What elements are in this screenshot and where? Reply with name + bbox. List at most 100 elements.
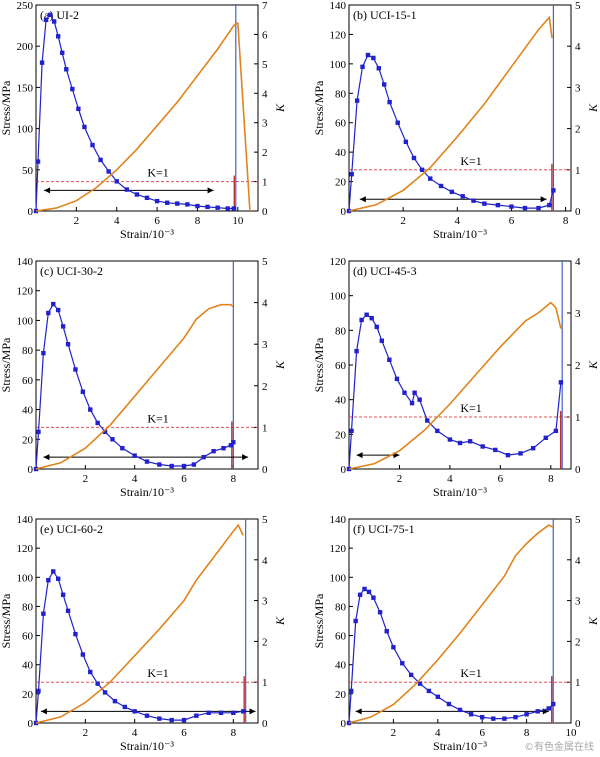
chart-panel-a: 0 50 100 150 200 250 0 1 2 3 4 5 6 7 2 4 6 8 10 Strain/10⁻³… xyxy=(0,0,287,241)
stress-point xyxy=(95,420,100,426)
stress-point xyxy=(144,459,150,464)
arrow-head-left xyxy=(43,454,50,461)
stress-point xyxy=(360,64,365,69)
y-tick-label: 140 xyxy=(330,514,347,526)
stress-point xyxy=(547,202,552,208)
plot-frame xyxy=(35,518,259,724)
y2-tick-label: 5 xyxy=(262,59,268,71)
x-tick-label: 8 xyxy=(231,473,237,485)
stress-point xyxy=(215,205,220,210)
stress-point xyxy=(362,586,367,592)
stress-point xyxy=(35,159,41,164)
y2-tick-label: 5 xyxy=(575,0,581,12)
y2-axis-label: K xyxy=(586,103,600,113)
y-tick-label: 60 xyxy=(22,375,34,387)
x-tick-label: 8 xyxy=(563,215,569,227)
stress-point xyxy=(495,202,501,208)
y-tick-label: 120 xyxy=(17,543,34,555)
stress-point xyxy=(134,192,140,197)
stress-curve xyxy=(35,13,234,212)
x-tick-label: 4 xyxy=(132,473,138,485)
y2-tick-label: 2 xyxy=(575,636,581,648)
y2-tick-label: 3 xyxy=(575,308,581,320)
x-tick-label: 6 xyxy=(181,727,187,739)
stress-point xyxy=(371,55,376,61)
y-axis-label: Stress/MPa xyxy=(0,337,13,392)
y2-axis-label: K xyxy=(273,103,287,113)
stress-point xyxy=(365,52,371,58)
y-tick-label: 20 xyxy=(22,689,34,701)
y2-tick-label: 3 xyxy=(575,82,581,94)
y2-axis-label: K xyxy=(273,616,287,626)
stress-point xyxy=(395,120,400,125)
stress-point xyxy=(387,357,392,362)
k-reference-label: K=1 xyxy=(460,154,481,168)
stress-point xyxy=(467,439,473,444)
stress-point xyxy=(357,592,363,597)
stress-point xyxy=(43,17,49,23)
stress-curve xyxy=(348,313,562,470)
y-tick-label: 120 xyxy=(330,256,347,268)
stress-point xyxy=(546,706,551,711)
stress-point xyxy=(419,167,425,172)
stress-point xyxy=(65,608,71,613)
y2-tick-label: 2 xyxy=(262,147,268,159)
y-axis-label: Stress/MPa xyxy=(0,593,13,648)
y2-axis-label: K xyxy=(586,616,600,626)
arrow-head-left xyxy=(40,708,47,715)
arrow-head-right xyxy=(540,196,547,203)
y2-tick-label: 4 xyxy=(575,41,581,53)
stress-point xyxy=(194,713,199,718)
stress-point xyxy=(88,669,93,675)
stress-point xyxy=(371,595,376,600)
panel-title: (f) UCI-75-1 xyxy=(353,522,415,536)
y2-tick-label: 1 xyxy=(262,677,268,689)
stress-point xyxy=(366,589,372,595)
stress-point xyxy=(468,712,474,717)
x-axis-label: Strain/10⁻³ xyxy=(433,739,487,753)
stress-point xyxy=(112,698,118,704)
stress-point xyxy=(206,710,211,715)
stress-point xyxy=(122,704,127,710)
x-axis-label: Strain/10⁻³ xyxy=(433,227,487,241)
x-tick-label: 4 xyxy=(447,473,453,485)
stress-point xyxy=(228,443,234,448)
stress-point xyxy=(144,195,150,201)
y2-tick-label: 0 xyxy=(575,206,581,218)
stress-point xyxy=(513,714,518,720)
y2-tick-label: 0 xyxy=(575,464,581,476)
stress-point xyxy=(471,198,476,203)
x-tick-label: 4 xyxy=(455,215,461,227)
y2-tick-label: 1 xyxy=(262,177,268,189)
stress-point xyxy=(426,688,432,694)
y-tick-label: 40 xyxy=(335,395,347,407)
y2-tick-label: 0 xyxy=(575,718,581,730)
stress-point xyxy=(90,142,95,148)
stress-point xyxy=(354,98,360,103)
stress-point xyxy=(381,82,387,87)
y2-tick-label: 3 xyxy=(262,118,268,130)
plot-frame xyxy=(35,260,259,470)
stress-point xyxy=(56,576,61,581)
y2-tick-label: 2 xyxy=(262,636,268,648)
stress-point xyxy=(205,204,210,210)
stress-point xyxy=(195,203,200,209)
y-tick-label: 80 xyxy=(335,601,347,613)
stress-point xyxy=(73,631,78,637)
stress-point xyxy=(353,618,358,624)
y2-tick-label: 1 xyxy=(575,677,581,689)
stress-point xyxy=(460,194,465,199)
stress-point xyxy=(169,463,174,469)
stress-point xyxy=(449,189,455,195)
k-curve xyxy=(348,15,553,212)
x-tick-label: 6 xyxy=(181,473,187,485)
y-tick-label: 0 xyxy=(341,718,347,730)
y-tick-label: 80 xyxy=(22,345,34,357)
y-axis-label: Stress/MPa xyxy=(312,80,326,135)
x-tick-label: 4 xyxy=(132,727,138,739)
chart-panel-f: 0 20 40 60 80 100 120 140 0 1 2 3 4 5 2 4 6 8 10 Strain/10⁻… xyxy=(312,514,600,753)
stress-point xyxy=(211,448,216,454)
stress-point xyxy=(480,444,485,449)
stress-point xyxy=(349,688,354,694)
stress-point xyxy=(522,205,528,211)
